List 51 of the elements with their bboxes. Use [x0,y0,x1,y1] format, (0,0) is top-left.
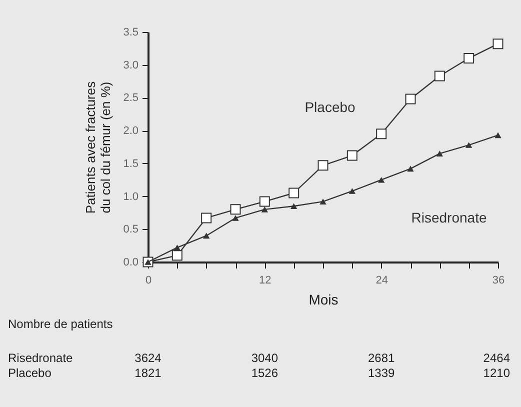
text: 2464 [483,351,510,365]
y-tick-label: 0.0 [123,256,138,268]
x-tick-label: 0 [145,274,152,286]
point [494,132,502,138]
y-tick-label: 0.5 [123,224,138,236]
text: 1210 [483,366,510,380]
point [348,188,356,194]
series-label: Placebo [304,98,356,115]
x-tick-label: 36 [492,274,505,286]
point [318,160,328,171]
text: 1526 [251,366,278,380]
point [172,250,182,261]
text: Risedronate [411,209,487,226]
point [407,166,414,172]
point [378,176,385,183]
text: 1821 [134,366,162,380]
point [201,212,212,224]
text: Risedronate [8,351,74,365]
x-tick-label: 12 [259,274,272,286]
text: 1339 [368,366,396,380]
point [288,188,300,198]
x-tick-label: 24 [376,274,388,286]
y-tick-label: 3.0 [123,59,138,72]
text: Placebo [8,366,52,380]
y-axis-title: Patients avec fractures du col du fémur (en %) [83,80,114,214]
point [202,232,210,239]
point [346,150,358,161]
point [492,38,504,50]
y-tick-label: 1.5 [123,158,138,170]
point [232,215,239,221]
point [464,53,474,64]
point [405,94,416,104]
point [376,128,387,140]
y-tick-label: 2.0 [123,125,138,138]
point [320,198,326,204]
point [261,206,268,212]
y-tick-label: 3.5 [123,26,138,38]
point [465,142,472,148]
point [290,203,298,210]
text: 3624 [134,351,162,365]
point [259,196,270,207]
point [434,70,445,82]
text: 2681 [368,351,396,365]
x-axis-title: Mois [308,292,338,308]
point [230,204,241,215]
y-tick-label: 2.5 [123,92,138,104]
y-tick-label: 1.0 [123,190,138,203]
text: 3040 [251,351,278,365]
point [436,150,444,156]
point [174,244,181,250]
text: Nombre de patients [8,317,113,331]
